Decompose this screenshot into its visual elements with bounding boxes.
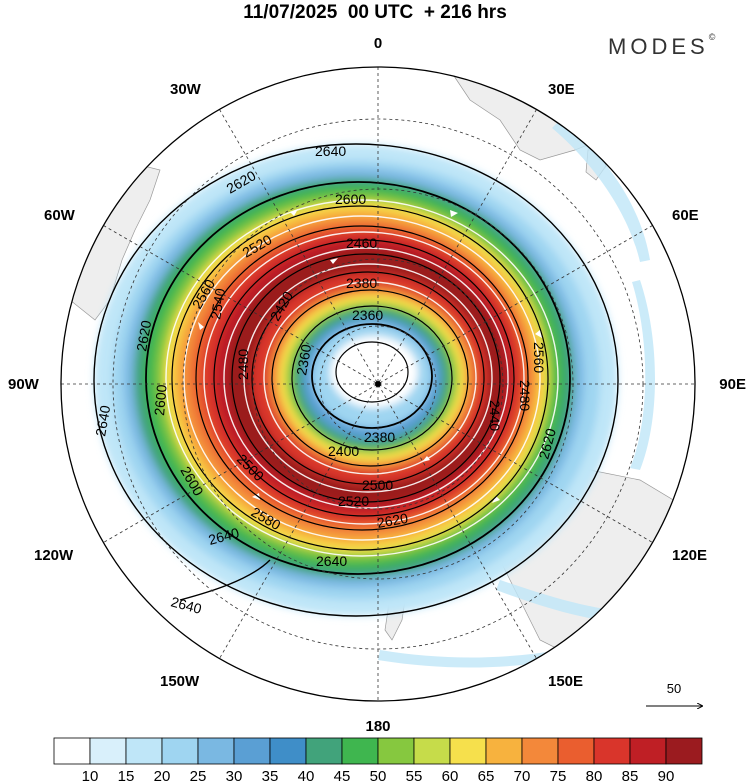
colorbar-swatch: [125, 737, 163, 765]
lon-label-90e: 90E: [719, 376, 746, 393]
contour-label: 2620: [133, 319, 154, 353]
colorbar-tick-label: 10: [82, 768, 99, 782]
lon-label-180: 180: [365, 718, 390, 735]
colorbar-tick-label: 15: [118, 768, 135, 782]
colorbar-swatch: [197, 737, 235, 765]
lon-label-90w: 90W: [8, 376, 40, 393]
colorbar-tick-label: 70: [514, 768, 531, 782]
contour-label: 2620: [376, 510, 410, 531]
brand-logo: MODES©: [608, 31, 716, 60]
brand-name: MODES: [608, 34, 709, 59]
contour-label: 2620: [535, 426, 559, 460]
colorbar-swatch: [269, 737, 307, 765]
contour-label: 2480: [235, 349, 251, 380]
south-pole-dot: [375, 381, 381, 387]
contour-label: 2480: [517, 380, 533, 411]
lon-label-30e: 30E: [548, 81, 575, 98]
contour-label: 2640: [207, 524, 241, 548]
contour-label: 2360: [352, 307, 383, 323]
contour-label: 2520: [338, 493, 369, 509]
brand-copyright-mark: ©: [708, 31, 716, 42]
colorbar-swatch: [665, 737, 703, 765]
streamline-arrowheads: [198, 209, 542, 503]
lon-label-120w: 120W: [34, 547, 74, 564]
contour-label: 2360: [293, 343, 314, 377]
reference-vector: 50: [646, 681, 702, 706]
map-title: 11/07/2025 00 UTC + 216 hrs: [243, 2, 507, 23]
colorbar-swatch: [161, 737, 199, 765]
colorbar-swatch: [485, 737, 523, 765]
colorbar-swatch: [341, 737, 379, 765]
colorbar-tick-label: 25: [190, 768, 207, 782]
colorbar-swatch: [413, 737, 451, 765]
colorbar-tick-label: 75: [550, 768, 567, 782]
colorbar-tick-label: 30: [226, 768, 243, 782]
reference-vector-label: 50: [667, 681, 681, 696]
contour-label: 2640: [315, 143, 346, 159]
contour-label: 2540: [207, 287, 228, 321]
colorbar-tick-label: 90: [658, 768, 675, 782]
contour-label: 2600: [335, 191, 366, 207]
colorbar-tick-label: 20: [154, 768, 171, 782]
lon-label-0: 0: [374, 35, 382, 52]
colorbar-tick-label: 35: [262, 768, 279, 782]
graticule: [61, 67, 695, 701]
lon-label-60e: 60E: [672, 207, 699, 224]
colorbar-swatch: [233, 737, 271, 765]
colorbar-tick-label: 55: [406, 768, 423, 782]
contour-label: 2640: [169, 593, 203, 617]
colorbar-tick-label: 40: [298, 768, 315, 782]
colorbar-swatch: [593, 737, 631, 765]
colorbar-tick-label: 60: [442, 768, 459, 782]
lon-label-120e: 120E: [672, 547, 707, 564]
colorbar-swatch: [305, 737, 343, 765]
longitude-labels: 0 180 90W 90E 30W 60W 120W 150W 30E 60E …: [8, 35, 746, 735]
lon-label-30w: 30W: [170, 81, 202, 98]
contour-label: 2500: [362, 477, 393, 493]
colorbar-tick-label: 85: [622, 768, 639, 782]
colorbar-swatch: [521, 737, 559, 765]
contour-label: 2640: [316, 553, 347, 569]
colorbar-tick-label: 45: [334, 768, 351, 782]
wind-streamlines: [165, 199, 559, 557]
contour-label: 2380: [346, 275, 377, 291]
colorbar-swatch: [53, 737, 91, 765]
colorbar-swatch: [449, 737, 487, 765]
colorbar-tick-label: 65: [478, 768, 495, 782]
contour-label: 2400: [328, 443, 359, 459]
colorbar-tick-label: 80: [586, 768, 603, 782]
colorbar: 10 15 20 25 30 35 40 45 50 55 60 65 70 75 80 85 90: [53, 737, 703, 782]
colorbar-swatch: [89, 737, 127, 765]
contour-label: 2640: [92, 404, 113, 438]
contour-label: 2460: [346, 235, 377, 251]
contour-label: 2560: [531, 342, 547, 373]
lon-label-150w: 150W: [160, 673, 200, 690]
contour-label: 2440: [487, 400, 503, 431]
lon-label-60w: 60W: [44, 207, 76, 224]
colorbar-swatch: [629, 737, 667, 765]
contour-label: 2380: [364, 429, 395, 445]
colorbar-swatch: [557, 737, 595, 765]
map-border: [60, 66, 696, 702]
colorbar-swatch: [377, 737, 415, 765]
lon-label-150e: 150E: [548, 673, 583, 690]
height-contours: [93, 143, 619, 617]
contour-label: 2600: [151, 384, 170, 417]
colorbar-tick-label: 50: [370, 768, 387, 782]
